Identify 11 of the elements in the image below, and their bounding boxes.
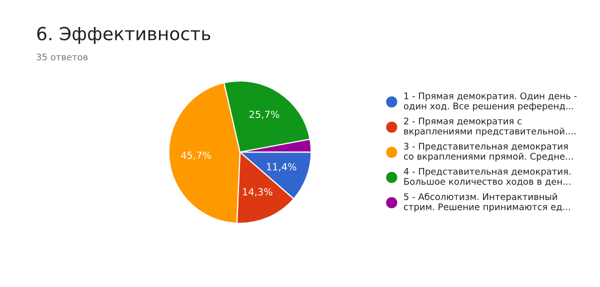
legend-label: 2 - Прямая демократия с вкраплениями представительной.... — [404, 118, 576, 136]
data-label: 11,4% — [266, 163, 296, 172]
data-label: 14,3% — [243, 188, 272, 196]
legend-label: 4 - Представительная демократия. Большое количество ходов в ден... — [404, 168, 570, 186]
chart-title: 6. Эффективность — [37, 26, 210, 44]
data-label: 45,7% — [181, 152, 211, 160]
text: 35 ответов — [36, 54, 88, 60]
data-label: 25,7% — [250, 110, 280, 120]
legend-label: 1 - Прямая демократия. Один день - один ход. Все решения референд... — [404, 92, 577, 112]
legend-label: 5 - Абсолютизм. Интерактивный стрим. Решение принимаются ед... — [404, 192, 570, 212]
legend-label: 3 - Представительная демократия со вкраплениями прямой. Средне... — [404, 142, 573, 162]
